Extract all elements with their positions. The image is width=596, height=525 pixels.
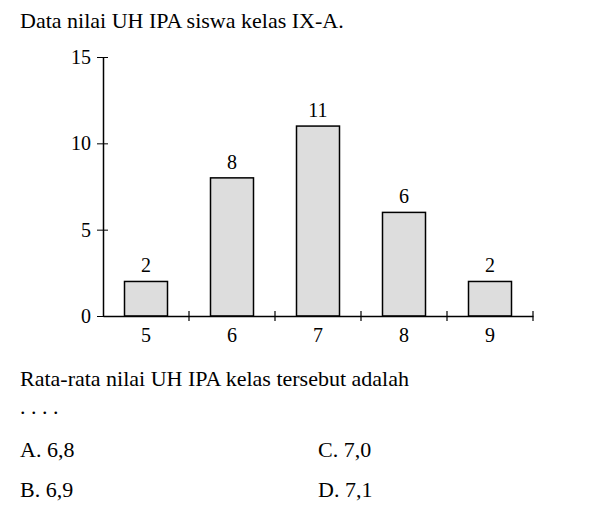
data-labels: 2 8 11 6 2	[141, 99, 495, 276]
tick: 5	[141, 316, 151, 346]
tick-label: 0	[81, 305, 91, 327]
title: Data nilai UH IPA siswa kelas IX-A.	[20, 8, 344, 33]
bar	[297, 126, 340, 316]
data-label: 6	[399, 185, 409, 207]
annotation: A. 6,8	[20, 437, 74, 462]
tick-label: 5	[141, 324, 151, 346]
annotation: C. 7,0	[318, 437, 371, 462]
bar	[383, 212, 426, 316]
x-dividers	[189, 311, 533, 321]
tick: 10	[71, 132, 108, 154]
y-axis: 0 5 10 15	[71, 46, 108, 327]
annotation: D. 7,1	[318, 477, 372, 502]
annotation: . . . .	[20, 394, 59, 419]
tick: 6	[227, 316, 237, 346]
tick-label: 10	[71, 132, 91, 154]
tick: 9	[485, 316, 495, 346]
x-divider	[360, 311, 361, 321]
tick: 5	[81, 219, 108, 241]
annotations: Rata-rata nilai UH IPA kelas tersebut ad…	[20, 366, 409, 502]
tick-mark	[97, 143, 108, 144]
axis-line	[104, 316, 534, 318]
data-label: 2	[485, 254, 495, 276]
x-divider	[532, 311, 533, 321]
x-divider	[188, 311, 189, 321]
chart: Data nilai UH IPA siswa kelas IX-A. 0 5 10 1…	[0, 0, 596, 525]
bar	[125, 281, 168, 316]
bar	[469, 281, 512, 316]
tick-label: 15	[71, 46, 91, 68]
data-label: 11	[308, 99, 327, 121]
tick-label: 6	[227, 324, 237, 346]
tick-label: 8	[399, 324, 409, 346]
tick: 8	[399, 316, 409, 346]
x-axis: 5 6 7 8 9	[104, 316, 534, 346]
bar	[211, 178, 254, 316]
tick-label: 5	[81, 219, 91, 241]
data-label: 2	[141, 254, 151, 276]
tick-label: 9	[485, 324, 495, 346]
tick-mark	[97, 230, 108, 231]
tick-mark	[97, 57, 108, 58]
axis-line	[103, 58, 105, 317]
data-label: 8	[227, 151, 237, 173]
x-divider	[274, 311, 275, 321]
tick: 15	[71, 46, 108, 68]
annotation: B. 6,9	[20, 477, 73, 502]
tick: 7	[313, 316, 323, 346]
tick-label: 7	[313, 324, 323, 346]
annotation: Rata-rata nilai UH IPA kelas tersebut ad…	[20, 366, 409, 391]
x-divider	[446, 311, 447, 321]
bars	[125, 126, 512, 316]
